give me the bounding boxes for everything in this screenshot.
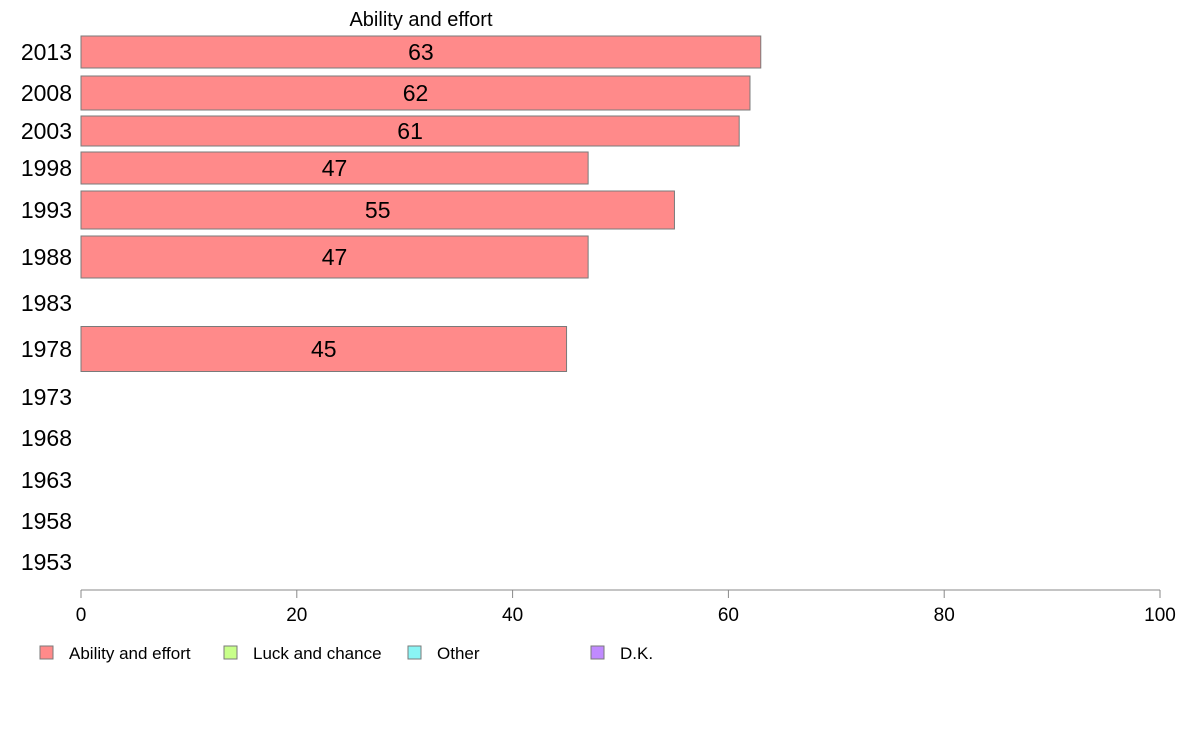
bar-1988 — [80, 235, 589, 279]
category-label-2013: 2013 — [21, 39, 72, 65]
bar-label-2008: 62 — [403, 80, 429, 106]
bar-label-1993: 55 — [365, 197, 391, 223]
x-tick-label-60: 60 — [718, 605, 739, 626]
legend-swatch-ability-and-effort — [39, 645, 54, 660]
category-label-1993: 1993 — [21, 197, 72, 223]
x-tick-label-20: 20 — [286, 605, 307, 626]
bar-label-1988: 47 — [322, 244, 348, 270]
x-tick-label-100: 100 — [1144, 605, 1176, 626]
legend-swatch-other — [407, 645, 422, 660]
legend-label-luck-and-chance: Luck and chance — [253, 644, 382, 663]
category-label-1953: 1953 — [21, 549, 72, 575]
legend-swatch-d-k — [590, 645, 605, 660]
bar-2013 — [80, 35, 762, 69]
bar-2008 — [80, 75, 751, 111]
category-label-1978: 1978 — [21, 336, 72, 362]
bar-1978 — [80, 326, 568, 372]
legend-label-d-k: D.K. — [620, 644, 653, 663]
category-labels: 2013 2008 2003 1998 1993 1988 1983 1978 1973 1968… — [21, 39, 72, 575]
legend: Ability and effort Luck and chance Other D.… — [39, 644, 653, 663]
legend-label-other: Other — [437, 644, 480, 663]
category-label-2008: 2008 — [21, 80, 72, 106]
x-tick-label-40: 40 — [502, 605, 523, 626]
legend-label-ability-and-effort: Ability and effort — [69, 644, 191, 663]
category-label-1958: 1958 — [21, 508, 72, 534]
category-label-1963: 1963 — [21, 467, 72, 493]
category-label-2003: 2003 — [21, 118, 72, 144]
category-label-1998: 1998 — [21, 155, 72, 181]
bar-1993 — [80, 190, 675, 230]
category-label-1988: 1988 — [21, 244, 72, 270]
x-axis: 0 20 40 60 80 100 — [76, 589, 1176, 626]
bar-label-1998: 47 — [322, 155, 348, 181]
bar-label-2013: 63 — [408, 39, 434, 65]
category-label-1983: 1983 — [21, 290, 72, 316]
x-tick-label-80: 80 — [934, 605, 955, 626]
category-label-1968: 1968 — [21, 425, 72, 451]
category-label-1973: 1973 — [21, 384, 72, 410]
legend-swatch-luck-and-chance — [223, 645, 238, 660]
chart-title: Ability and effort — [349, 9, 492, 31]
bar-label-2003: 61 — [397, 118, 423, 144]
bars: 63 62 61 47 55 47 45 — [80, 35, 762, 372]
x-tick-label-0: 0 — [76, 605, 87, 626]
bar-2003 — [80, 115, 740, 147]
bar-label-1978: 45 — [311, 336, 337, 362]
bar-1998 — [80, 151, 589, 185]
